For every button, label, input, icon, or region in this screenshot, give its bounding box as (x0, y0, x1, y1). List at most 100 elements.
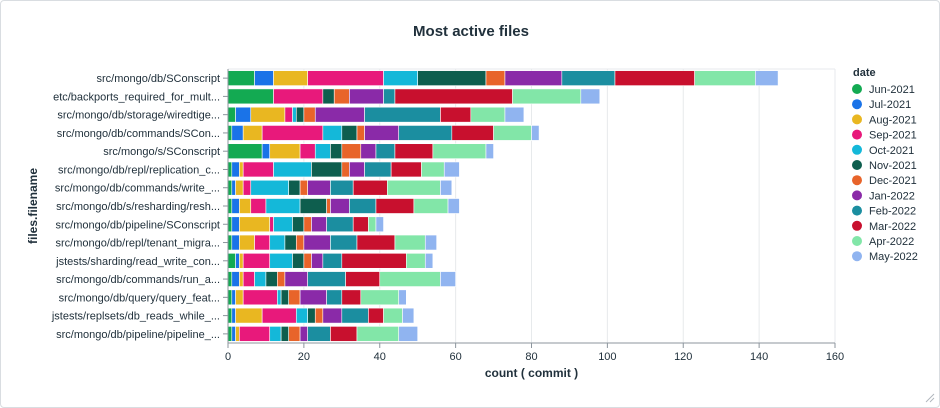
bar-segment[interactable] (307, 326, 331, 342)
bar-segment[interactable] (349, 198, 377, 214)
bar-segment[interactable] (292, 106, 297, 123)
bar-segment[interactable] (322, 307, 343, 324)
bar-segment[interactable] (451, 125, 494, 141)
bar-segment[interactable] (254, 271, 267, 287)
bar-segment[interactable] (239, 253, 244, 269)
bar-segment[interactable] (269, 326, 282, 342)
bar-segment[interactable] (349, 88, 384, 105)
bar-segment[interactable] (288, 179, 301, 196)
legend-label[interactable]: Jun-2021 (869, 84, 915, 96)
bar-segment[interactable] (261, 125, 324, 141)
bar-segment[interactable] (375, 216, 384, 233)
bar-segment[interactable] (311, 216, 327, 233)
bar-segment[interactable] (333, 88, 350, 105)
bar-segment[interactable] (227, 289, 233, 306)
bar-segment[interactable] (273, 70, 308, 86)
bar-segment[interactable] (352, 179, 388, 196)
bar-segment[interactable] (614, 70, 695, 86)
bar-segment[interactable] (394, 88, 513, 105)
bar-segment[interactable] (227, 88, 274, 105)
bar-segment[interactable] (341, 253, 407, 269)
bar-segment[interactable] (231, 179, 236, 196)
bar-segment[interactable] (242, 271, 255, 287)
bar-segment[interactable] (311, 253, 324, 269)
bar-segment[interactable] (307, 307, 316, 324)
bar-segment[interactable] (326, 289, 343, 306)
bar-segment[interactable] (330, 234, 358, 251)
bar-segment[interactable] (250, 198, 267, 214)
bar-segment[interactable] (470, 106, 506, 123)
legend-label[interactable]: Jan-2022 (869, 190, 915, 202)
bar-segment[interactable] (755, 70, 779, 86)
bar-segment[interactable] (356, 125, 365, 141)
bar-segment[interactable] (299, 289, 327, 306)
legend-label[interactable]: Feb-2022 (869, 206, 916, 218)
bar-segment[interactable] (235, 307, 263, 324)
bar-segment[interactable] (227, 179, 233, 196)
bar-segment[interactable] (561, 70, 616, 86)
bar-segment[interactable] (239, 271, 244, 287)
bar-segment[interactable] (299, 143, 316, 159)
bar-segment[interactable] (493, 125, 532, 141)
bar-segment[interactable] (277, 271, 286, 287)
bar-segment[interactable] (273, 161, 312, 178)
bar-segment[interactable] (440, 106, 472, 123)
legend-label[interactable]: May-2022 (869, 251, 918, 263)
bar-segment[interactable] (375, 198, 415, 214)
legend-label[interactable]: Dec-2021 (869, 175, 917, 187)
bar-segment[interactable] (364, 106, 441, 123)
bar-segment[interactable] (330, 198, 350, 214)
bar-segment[interactable] (531, 125, 540, 141)
bar-segment[interactable] (292, 253, 305, 269)
bar-segment[interactable] (330, 143, 343, 159)
bar-segment[interactable] (231, 234, 240, 251)
legend-label[interactable]: Aug-2021 (869, 114, 917, 126)
bar-segment[interactable] (394, 234, 426, 251)
bar-segment[interactable] (235, 106, 252, 123)
bar-segment[interactable] (341, 289, 362, 306)
bar-segment[interactable] (269, 216, 274, 233)
bar-segment[interactable] (227, 253, 236, 269)
bar-segment[interactable] (341, 125, 358, 141)
bar-segment[interactable] (398, 326, 418, 342)
bar-segment[interactable] (330, 179, 354, 196)
bar-segment[interactable] (269, 143, 301, 159)
bar-segment[interactable] (303, 106, 316, 123)
legend-label[interactable]: Mar-2022 (869, 221, 916, 233)
bar-segment[interactable] (307, 271, 346, 287)
bar-segment[interactable] (227, 70, 255, 86)
bar-segment[interactable] (424, 253, 434, 269)
bar-segment[interactable] (235, 253, 240, 269)
bar-segment[interactable] (231, 198, 240, 214)
bar-segment[interactable] (261, 307, 297, 324)
legend-label[interactable]: Apr-2022 (869, 236, 914, 248)
bar-segment[interactable] (231, 289, 236, 306)
bar-segment[interactable] (394, 143, 434, 159)
bar-segment[interactable] (231, 161, 240, 178)
bar-segment[interactable] (322, 88, 335, 105)
bar-segment[interactable] (280, 289, 289, 306)
bar-segment[interactable] (368, 216, 377, 233)
bar-segment[interactable] (288, 289, 301, 306)
bar-segment[interactable] (299, 198, 327, 214)
bar-segment[interactable] (390, 161, 422, 178)
bar-segment[interactable] (231, 125, 244, 141)
bar-segment[interactable] (239, 198, 252, 214)
bar-segment[interactable] (447, 198, 460, 214)
bar-segment[interactable] (242, 125, 263, 141)
bar-segment[interactable] (314, 143, 331, 159)
bar-segment[interactable] (326, 216, 354, 233)
bar-segment[interactable] (303, 253, 312, 269)
bar-segment[interactable] (375, 143, 396, 159)
bar-segment[interactable] (242, 253, 271, 269)
bar-segment[interactable] (250, 179, 289, 196)
bar-segment[interactable] (345, 271, 381, 287)
legend-label[interactable]: Oct-2021 (869, 145, 914, 157)
bar-segment[interactable] (254, 70, 274, 86)
bar-segment[interactable] (424, 234, 437, 251)
bar-segment[interactable] (307, 70, 384, 86)
bar-segment[interactable] (227, 234, 233, 251)
bar-segment[interactable] (299, 179, 308, 196)
bar-segment[interactable] (504, 70, 563, 86)
bar-segment[interactable] (239, 216, 271, 233)
